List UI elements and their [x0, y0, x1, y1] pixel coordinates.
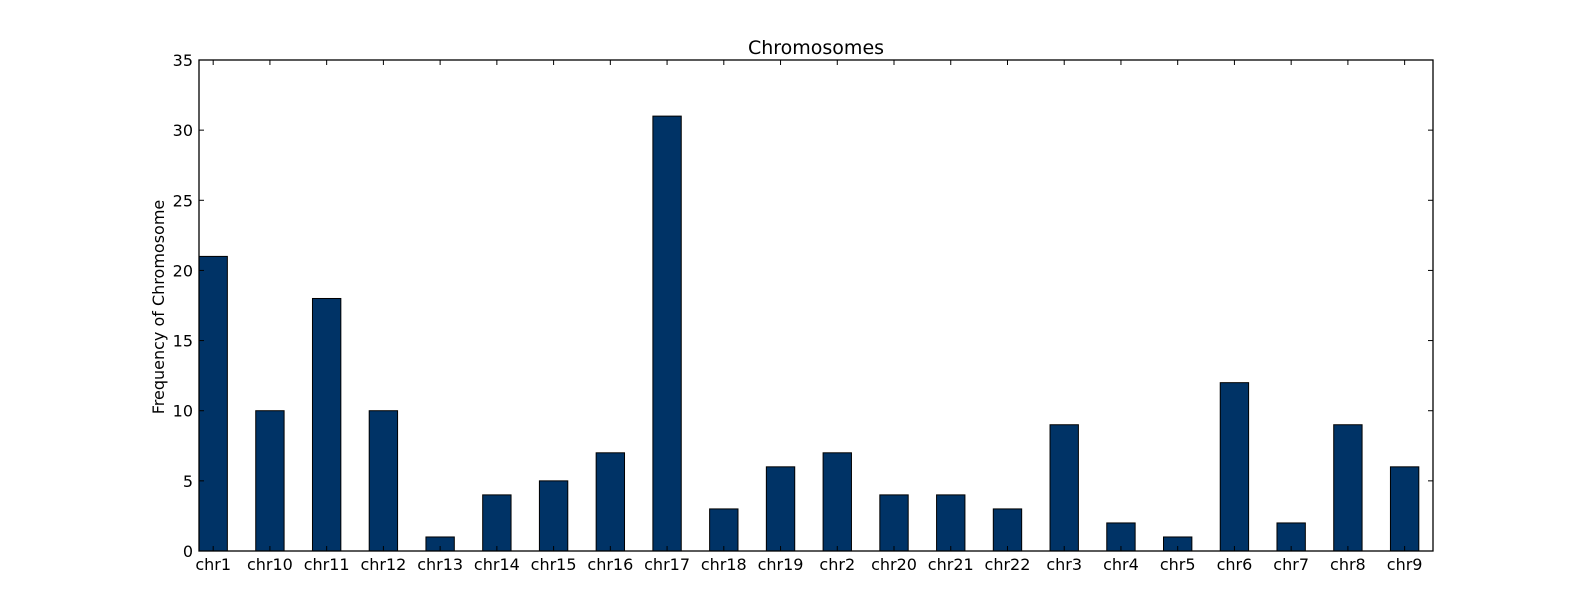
x-tick-label: chr22	[985, 555, 1031, 574]
x-tick-label: chr6	[1217, 555, 1253, 574]
plot-frame	[198, 59, 1434, 552]
x-tick-label: chr8	[1330, 555, 1366, 574]
x-tick-label: chr20	[871, 555, 917, 574]
bar-chr10	[255, 410, 285, 552]
x-tick-label: chr13	[417, 555, 463, 574]
bar-chr17	[652, 115, 682, 552]
y-ticks-group: 0 5 10 15 20 25 30 35	[173, 51, 1433, 561]
y-tick-label: 5	[183, 472, 193, 491]
bar-chr18	[709, 508, 739, 552]
x-tick-label: chr14	[474, 555, 520, 574]
x-tick-label: chr7	[1273, 555, 1309, 574]
x-tick-label: chr18	[701, 555, 747, 574]
bar-chr20	[879, 494, 909, 552]
x-ticks-group: chr1 chr10 chr11 chr12 chr13 chr14 chr15 chr16 c…	[195, 60, 1422, 574]
x-tick-label: chr12	[360, 555, 406, 574]
y-tick-label: 10	[173, 402, 193, 421]
y-tick-label: 0	[183, 542, 193, 561]
bar-chr3	[1049, 424, 1079, 552]
y-tick-label: 25	[173, 191, 193, 210]
x-tick-label: chr21	[928, 555, 974, 574]
x-tick-label: chr11	[304, 555, 350, 574]
x-tick-label: chr15	[531, 555, 577, 574]
bar-chr12	[368, 410, 399, 552]
bar-chr2	[822, 452, 852, 552]
x-tick-label: chr9	[1387, 555, 1423, 574]
x-tick-label: chr16	[587, 555, 633, 574]
bar-chr21	[936, 494, 966, 552]
x-tick-label: chr3	[1046, 555, 1082, 574]
bars-group	[198, 115, 1420, 552]
y-tick-label: 35	[173, 51, 193, 70]
y-tick-label: 30	[173, 121, 193, 140]
y-tick-label: 20	[173, 261, 193, 280]
x-tick-label: chr4	[1103, 555, 1139, 574]
chart-title: Chromosomes	[748, 37, 884, 59]
x-tick-label: chr19	[758, 555, 804, 574]
y-tick-label: 15	[173, 332, 193, 351]
bar-chr14	[482, 494, 512, 552]
bar-chr11	[311, 297, 342, 552]
x-tick-label: chr17	[644, 555, 690, 574]
bar-chr22	[992, 508, 1023, 552]
x-tick-label: chr2	[819, 555, 855, 574]
bar-chr19	[765, 466, 796, 552]
bar-chr8	[1333, 424, 1363, 552]
x-tick-label: chr1	[195, 555, 231, 574]
bar-chr1	[198, 255, 228, 552]
x-tick-label: chr10	[247, 555, 293, 574]
bar-chr6	[1219, 382, 1250, 552]
y-axis-label: Frequency of Chromosome	[149, 200, 168, 415]
bar-chr9	[1389, 466, 1420, 552]
bar-chr16	[595, 452, 626, 552]
bar-chr15	[538, 480, 569, 552]
x-tick-label: chr5	[1160, 555, 1196, 574]
